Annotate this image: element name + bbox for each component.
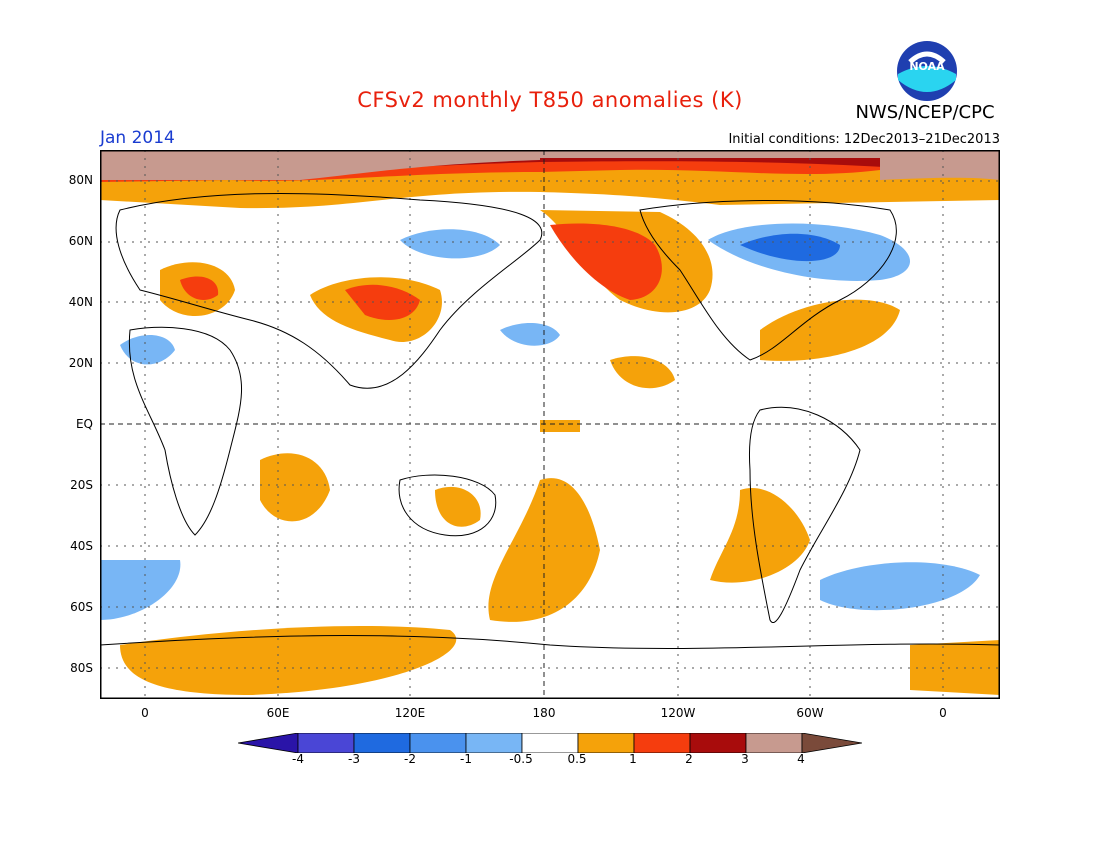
equator-warm [540,420,580,432]
colorbar-label: -1 [460,752,472,766]
lat-tick-20n: 20N [68,356,93,370]
colorbar-label: -3 [348,752,360,766]
colorbar-box [689,733,747,753]
colorbar-box [633,733,691,753]
central-pacific-warm [610,356,675,389]
colorbar-box [409,733,467,753]
lon-tick-120e: 120E [394,706,426,720]
arctic-band-top [100,150,1000,180]
colorbar-label: 1 [629,752,637,766]
chart-title: CFSv2 monthly T850 anomalies (K) [357,88,743,112]
lat-tick-40s: 40S [70,539,93,553]
africa-outline [128,326,242,536]
lat-tick-60s: 60S [70,600,93,614]
colorbar-label: 3 [741,752,749,766]
org-label: NWS/NCEP/CPC [855,102,995,123]
atlantic-warm [760,299,900,361]
colorbar-arrow-high [801,733,862,753]
noaa-logo: NOAA [897,41,957,101]
forecast-month: Jan 2014 [100,128,175,148]
south-atl-cold [820,562,980,611]
lat-tick-eq: EQ [75,417,93,431]
colorbar-label: -0.5 [509,752,533,766]
colorbar-label: 4 [797,752,805,766]
pacific-cold [500,323,560,346]
colorbar-box [465,733,523,753]
colorbar-label: -4 [292,752,304,766]
colorbar-box [577,733,635,753]
colorbar-arrow-low [238,733,299,753]
south-indian-cold [100,560,181,620]
south-america-outline [749,406,861,623]
alaska-red [550,223,662,300]
antarctic-warm-east [910,640,1000,695]
colorbar-label: 2 [685,752,693,766]
eurasia-outline [115,192,543,389]
colorbar-box [745,733,803,753]
colorbar-box [521,733,579,753]
lat-tick-60n: 60N [68,234,93,248]
lon-tick-60w: 60W [796,706,824,720]
arabia-cold [120,334,175,365]
anomaly-map [100,150,1000,699]
asia-cold [400,229,500,259]
colorbar-box [297,733,355,753]
lat-tick-80s: 80S [70,661,93,675]
colorbar-box [353,733,411,753]
lat-tick-40n: 40N [68,295,93,309]
colorbar-label: 0.5 [567,752,587,766]
lon-tick-180: 180 [532,706,556,720]
australia-outline [398,474,497,537]
lon-tick-0-east: 0 [939,706,947,720]
canada-cold-2 [740,233,840,262]
antarctica-outline [100,635,1000,650]
south-america-warm [710,488,810,583]
europe-red [180,276,219,300]
australia-warm [435,486,481,527]
initial-conditions: Initial conditions: 12Dec2013–21Dec2013 [728,132,1000,147]
colorbar [238,733,862,753]
lat-tick-20s: 20S [70,478,93,492]
lon-tick-120w: 120W [660,706,696,720]
lat-tick-80n: 80N [68,173,93,187]
svg-text:NOAA: NOAA [909,60,945,73]
east-asia-red [345,284,420,320]
antarctic-warm [120,625,457,695]
colorbar-label: -2 [404,752,416,766]
lon-tick-0: 0 [141,706,149,720]
north-america-outline [639,200,897,361]
lon-tick-60e: 60E [266,706,290,720]
